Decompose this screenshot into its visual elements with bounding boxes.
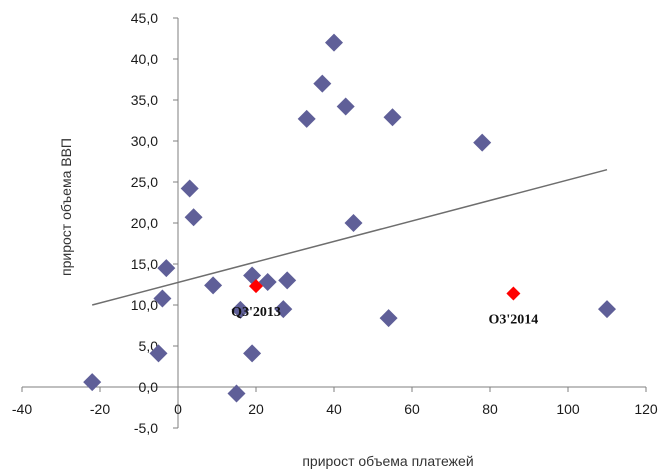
y-tick-label: 25,0 (131, 174, 158, 190)
highlight-label: Q3'2013 (231, 305, 281, 320)
data-point (204, 276, 223, 295)
y-tick-label: 30,0 (131, 133, 158, 149)
data-point (258, 273, 277, 292)
data-point (231, 300, 250, 319)
x-tick-label: 20 (248, 401, 264, 417)
data-point (325, 33, 343, 52)
x-tick-label: 120 (634, 401, 658, 417)
data-point (336, 97, 355, 116)
data-point (227, 384, 246, 403)
y-tick-label: 20,0 (131, 215, 158, 231)
data-point (153, 289, 172, 308)
y-tick-label: -5,0 (134, 420, 158, 436)
highlight-point (506, 286, 521, 301)
data-point (379, 309, 398, 328)
x-tick-label: 40 (326, 401, 342, 417)
x-tick-label: -20 (90, 401, 110, 417)
highlight-point (249, 279, 263, 294)
x-axis-title: прирост объема платежей (302, 453, 473, 469)
highlight-points: Q3'2013 О3'2014 (231, 279, 539, 328)
y-axis-title: прирост объема ВВП (58, 138, 74, 276)
data-point (243, 344, 262, 363)
data-point (383, 108, 402, 127)
data-point (278, 271, 297, 290)
data-point (274, 300, 293, 319)
data-point (473, 133, 492, 152)
axes (21, 17, 647, 429)
x-tick-label: 100 (556, 401, 580, 417)
y-tick-label: 45,0 (131, 10, 158, 26)
data-point (184, 208, 203, 227)
y-tick-label: 40,0 (131, 51, 158, 67)
x-tick-label: 60 (404, 401, 420, 417)
data-point (344, 214, 363, 232)
data-points (83, 33, 616, 403)
data-point (83, 373, 102, 392)
x-tick-label: 0 (174, 401, 182, 417)
y-tick-label: 0,0 (139, 379, 159, 395)
y-tick-label: 35,0 (131, 92, 158, 108)
data-point (157, 259, 176, 278)
x-tick-labels: -40 -20 0 20 40 60 80 100 120 (12, 401, 658, 417)
data-point (149, 344, 168, 363)
trendline (92, 168, 608, 306)
data-point (297, 109, 316, 128)
x-tick-label: 80 (482, 401, 498, 417)
y-tick-label: 10,0 (131, 297, 158, 313)
x-tick-label: -40 (12, 401, 32, 417)
data-point (313, 74, 332, 93)
data-point (598, 300, 616, 319)
data-point (180, 179, 199, 198)
y-tick-labels: -5,00,05,010,015,020,025,030,035,040,045… (131, 10, 158, 436)
y-tick-label: 15,0 (131, 256, 158, 272)
highlight-label: О3'2014 (489, 313, 539, 328)
